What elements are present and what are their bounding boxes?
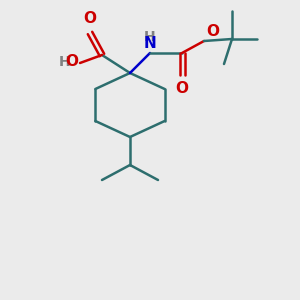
Text: H: H (58, 55, 70, 69)
Text: N: N (144, 36, 156, 51)
Text: O: O (83, 11, 97, 26)
Text: O: O (176, 81, 188, 96)
Text: O: O (65, 55, 78, 70)
Text: O: O (206, 24, 219, 39)
Text: H: H (144, 30, 156, 44)
